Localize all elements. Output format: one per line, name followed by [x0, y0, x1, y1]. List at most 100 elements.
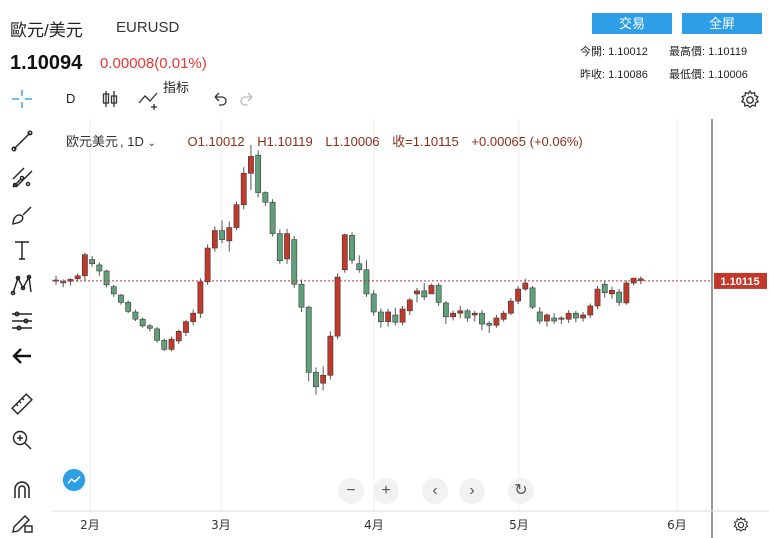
- candle-icon[interactable]: [100, 84, 120, 114]
- reset-chart-button[interactable]: ↻: [508, 478, 534, 504]
- candle-body: [536, 311, 543, 322]
- today-open: 今開: 1.10012: [580, 43, 648, 59]
- candle-body: [385, 311, 392, 322]
- text-icon[interactable]: [10, 238, 34, 262]
- candle-body: [284, 233, 290, 260]
- candle-body: [320, 375, 327, 384]
- candle-body: [132, 311, 139, 320]
- candle-body: [313, 371, 319, 388]
- candle-body: [110, 286, 117, 295]
- today-open-label: 今開:: [580, 46, 606, 58]
- symbol-code: EURUSD: [116, 19, 180, 36]
- prev-close-label: 昨收:: [580, 69, 606, 81]
- candle-body: [363, 269, 370, 295]
- legend-change: +0.00065 (+0.06%): [471, 134, 583, 149]
- candle-body: [522, 282, 529, 290]
- candle-body: [175, 330, 182, 342]
- candle-body: [637, 278, 644, 281]
- candle-body: [248, 156, 254, 174]
- candle-body: [96, 264, 103, 272]
- legend-interval[interactable]: 1D: [127, 134, 144, 149]
- candle-body: [60, 281, 67, 284]
- legend-name: 欧元美元: [66, 134, 119, 149]
- candle-body: [262, 192, 269, 203]
- candle-body: [370, 293, 377, 313]
- low-value: 1.10006: [708, 69, 748, 81]
- legend-high: H1.10119: [257, 134, 313, 149]
- x-tick-label: 4月: [364, 518, 384, 532]
- trade-button[interactable]: 交易: [592, 13, 672, 34]
- x-tick-label: 5月: [509, 518, 529, 532]
- pitchfork-icon[interactable]: [10, 166, 34, 190]
- candle-body: [103, 270, 110, 286]
- candle-body: [609, 289, 615, 295]
- candle-body: [457, 310, 464, 314]
- undo-icon[interactable]: [211, 84, 229, 114]
- candle-body: [67, 279, 74, 282]
- trend-line-icon[interactable]: [10, 129, 34, 153]
- gear-icon[interactable]: [739, 89, 761, 111]
- candle-body: [601, 283, 608, 293]
- candle-body: [572, 312, 579, 319]
- scroll-left-button[interactable]: ‹: [422, 478, 448, 504]
- high-price: 最高價: 1.10119: [669, 43, 747, 59]
- candle-body: [580, 314, 586, 319]
- candle-body: [276, 233, 283, 262]
- indicators-button[interactable]: 指标: [137, 80, 189, 114]
- candle-body: [493, 317, 500, 326]
- high-value: 1.10119: [708, 46, 748, 58]
- candle-body: [327, 335, 334, 376]
- candle-body: [197, 281, 204, 314]
- pencil-lock-icon[interactable]: [10, 511, 34, 535]
- candle-body: [529, 287, 536, 308]
- legend-close: 收=1.10115: [392, 134, 459, 149]
- legend-open: O1.10012: [187, 134, 245, 149]
- back-arrow-icon[interactable]: [10, 344, 34, 368]
- candle-body: [204, 247, 211, 283]
- candle-body: [125, 302, 132, 312]
- candle-body: [183, 321, 189, 333]
- price-chart[interactable]: 1.10115 2月 3月 4月 5月 6月: [52, 119, 769, 538]
- scroll-right-button[interactable]: ›: [459, 478, 485, 504]
- zoom-out-button[interactable]: −: [338, 478, 364, 504]
- axis-settings-icon[interactable]: [732, 516, 750, 534]
- candle-body: [154, 328, 160, 341]
- brush-icon[interactable]: [10, 203, 34, 227]
- candle-body: [74, 275, 81, 280]
- candle-body: [226, 227, 233, 242]
- redo-icon[interactable]: [238, 84, 256, 114]
- candle-body: [334, 276, 341, 337]
- candle-body: [414, 290, 420, 295]
- candle-body: [89, 259, 95, 265]
- candle-body: [211, 230, 218, 249]
- candle-body: [190, 312, 197, 322]
- candle-body: [146, 325, 153, 329]
- candle-body: [594, 288, 601, 307]
- cloud-chart-icon[interactable]: [62, 468, 90, 496]
- crosshair-icon[interactable]: [10, 84, 34, 114]
- measure-icon[interactable]: [10, 309, 34, 333]
- candle-body: [255, 154, 262, 193]
- candle-body: [507, 300, 514, 314]
- candle-body: [341, 234, 348, 271]
- candle-body: [565, 312, 572, 320]
- candle-body: [486, 323, 493, 326]
- price-change: 0.00008(0.01%): [100, 55, 207, 72]
- high-label: 最高價:: [669, 46, 706, 58]
- chevron-down-icon[interactable]: ⌄: [147, 138, 156, 149]
- interval-selector[interactable]: D: [66, 91, 76, 106]
- candle-body: [139, 318, 146, 327]
- candle-body: [81, 254, 88, 277]
- magnet-icon[interactable]: [10, 478, 34, 502]
- pattern-icon[interactable]: [10, 273, 34, 297]
- zoom-in-button[interactable]: +: [373, 478, 399, 504]
- candle-body: [392, 314, 399, 323]
- fullscreen-button[interactable]: 全屏: [682, 13, 762, 34]
- x-tick-label: 3月: [211, 518, 231, 532]
- ruler-icon[interactable]: [10, 392, 34, 416]
- candle-body: [616, 291, 623, 303]
- zoom-icon[interactable]: [10, 428, 34, 452]
- candle-body: [406, 299, 413, 312]
- candle-body: [399, 308, 406, 323]
